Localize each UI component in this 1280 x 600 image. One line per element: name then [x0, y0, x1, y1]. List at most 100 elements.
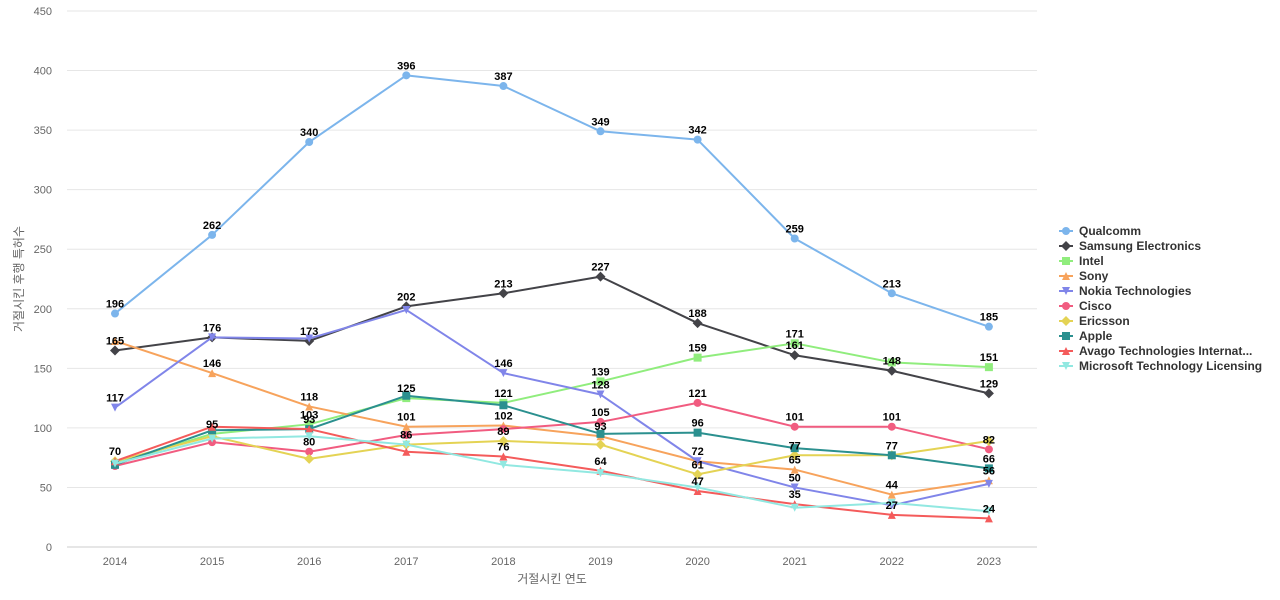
data-label: 50	[789, 472, 801, 484]
x-tick-label: 2015	[200, 556, 224, 568]
legend-item[interactable]: Ericsson	[1059, 314, 1130, 328]
data-label: 96	[691, 418, 703, 430]
data-label: 89	[497, 426, 509, 438]
legend-marker	[1061, 316, 1071, 326]
data-label: 105	[591, 407, 609, 419]
legend-item[interactable]: Cisco	[1059, 299, 1112, 313]
data-point	[402, 71, 411, 80]
series-line	[114, 275, 990, 395]
data-label: 77	[886, 440, 898, 452]
data-label: 196	[106, 299, 124, 311]
legend-item[interactable]: Samsung Electronics	[1059, 239, 1201, 253]
data-label: 146	[494, 358, 512, 370]
data-point	[984, 464, 993, 473]
legend-item[interactable]: Intel	[1059, 254, 1104, 268]
data-point	[110, 345, 120, 356]
series-2	[111, 339, 993, 468]
legend-marker	[1062, 362, 1070, 370]
data-label: 70	[109, 446, 121, 458]
data-point	[596, 417, 605, 426]
data-point	[305, 138, 314, 147]
y-axis-title: 거절시킨 후행 특허수	[11, 226, 26, 332]
data-label: 213	[883, 278, 901, 290]
legend-marker	[1061, 241, 1071, 251]
data-label: 77	[789, 440, 801, 452]
data-label: 202	[397, 291, 415, 303]
legend-item[interactable]: Qualcomm	[1059, 224, 1141, 238]
series-lines	[110, 71, 994, 523]
legend-marker	[1062, 347, 1070, 355]
y-tick-label: 200	[34, 304, 52, 316]
legend-item[interactable]: Nokia Technologies	[1059, 284, 1192, 298]
legend-item[interactable]: Microsoft Technology Licensing	[1059, 359, 1262, 373]
data-point	[984, 363, 993, 372]
data-point	[402, 305, 411, 314]
series-line	[114, 394, 990, 470]
data-point	[305, 402, 314, 411]
data-label: 93	[303, 414, 315, 426]
data-point	[693, 353, 702, 362]
data-label: 76	[497, 441, 509, 453]
data-label: 102	[494, 411, 512, 423]
data-point	[208, 369, 217, 378]
series-line	[114, 425, 989, 520]
x-tick-label: 2017	[394, 556, 418, 568]
legend-label: Apple	[1079, 329, 1113, 343]
legend-item[interactable]: Sony	[1059, 269, 1109, 283]
data-label: 121	[494, 388, 512, 400]
data-label: 103	[300, 409, 318, 421]
data-label: 118	[300, 391, 318, 403]
data-point	[887, 510, 896, 519]
data-point	[790, 465, 799, 474]
legend-item[interactable]: Avago Technologies Internat...	[1059, 344, 1252, 358]
series-line	[114, 401, 990, 467]
data-point	[693, 483, 702, 492]
data-point	[693, 457, 702, 466]
data-label: 101	[883, 412, 901, 424]
x-tick-label: 2022	[880, 556, 904, 568]
y-tick-label: 350	[34, 125, 52, 137]
data-point	[596, 429, 605, 438]
data-label: 35	[789, 489, 801, 501]
data-label: 185	[980, 312, 998, 324]
data-point	[596, 469, 605, 478]
data-label: 159	[688, 343, 706, 355]
data-point	[790, 503, 799, 512]
data-point	[305, 334, 314, 343]
data-point	[984, 322, 993, 331]
data-point	[692, 318, 703, 329]
data-point	[984, 479, 993, 488]
data-label: 117	[106, 393, 124, 405]
data-point	[111, 336, 119, 345]
legend-label: Nokia Technologies	[1079, 284, 1192, 298]
series-5	[111, 398, 993, 471]
data-label: 56	[983, 465, 995, 477]
y-tick-label: 50	[40, 482, 52, 494]
y-tick-label: 300	[34, 185, 52, 197]
data-label: 121	[688, 388, 706, 400]
x-tick-label: 2023	[977, 556, 1001, 568]
series-line	[114, 435, 989, 513]
data-point	[790, 234, 799, 243]
data-point	[693, 135, 702, 144]
data-label: 173	[300, 326, 318, 338]
data-label: 80	[303, 437, 315, 449]
data-point	[402, 440, 411, 449]
data-point	[886, 365, 897, 376]
data-point	[693, 428, 702, 437]
series-line	[114, 308, 990, 507]
data-point	[595, 439, 606, 450]
data-labels: 1961651177026217614695340173118103938039…	[106, 60, 998, 515]
data-point	[887, 451, 896, 460]
data-point	[887, 289, 896, 298]
legend-marker	[1062, 332, 1070, 340]
legend-item[interactable]: Apple	[1059, 329, 1113, 343]
legend-label: Microsoft Technology Licensing	[1079, 359, 1262, 373]
legend-label: Intel	[1079, 254, 1104, 268]
data-label: 27	[886, 500, 898, 512]
series-line	[114, 435, 990, 476]
data-point	[402, 391, 411, 400]
